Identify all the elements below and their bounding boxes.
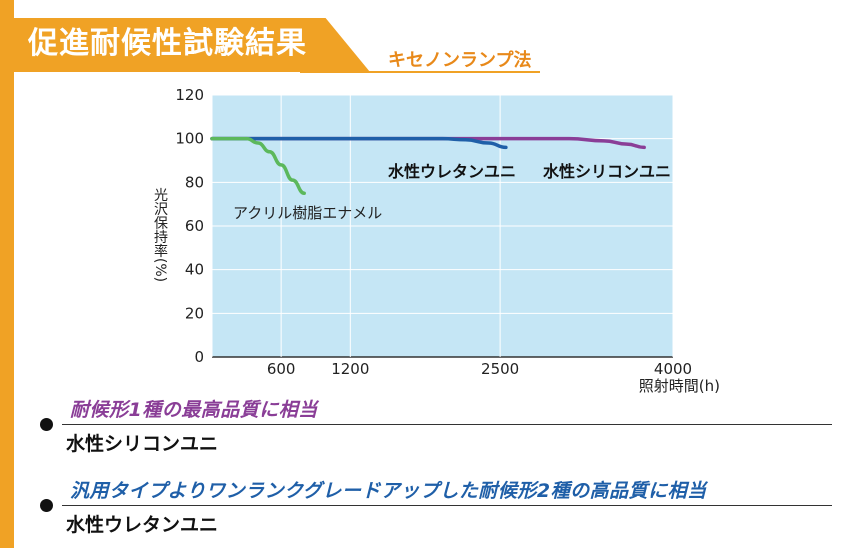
bullet-urethane: [40, 499, 53, 512]
y-tick-label-0: 0: [194, 348, 204, 366]
product-urethane: 水性ウレタンユニ: [66, 514, 219, 536]
x-axis-ticks: 600 1200 2500 4000: [267, 360, 692, 378]
bullet-silicone: [40, 418, 53, 431]
left-accent-bar: [0, 0, 14, 548]
y-tick-label-100: 100: [175, 130, 204, 148]
series-label-acrylic: アクリル樹脂エナメル: [233, 204, 382, 222]
feature-silicone: 耐候形1種の最高品質に相当: [70, 399, 318, 421]
y-tick-label-40: 40: [185, 261, 204, 279]
page-subtitle: キセノンランプ法: [388, 50, 532, 71]
y-tick-label-20: 20: [185, 304, 204, 322]
divider-silicone: [62, 424, 832, 425]
x-axis-label: 照射時間(h): [639, 377, 720, 395]
feature-urethane: 汎用タイプよりワンランクグレードアップした耐候形2種の高品質に相当: [70, 480, 707, 502]
x-tick-label-600: 600: [267, 360, 296, 378]
x-tick-label-4000: 4000: [654, 360, 692, 378]
divider-urethane: [62, 505, 832, 506]
x-tick-label-1200: 1200: [331, 360, 369, 378]
y-tick-label-80: 80: [185, 173, 204, 191]
series-lines: [210, 136, 646, 195]
series-line-acrylic: [210, 136, 306, 195]
x-tick-label-2500: 2500: [481, 360, 519, 378]
title-underline: [300, 71, 540, 73]
page-title: 促進耐候性試験結果: [28, 26, 307, 61]
product-silicone: 水性シリコンユニ: [66, 433, 219, 455]
series-line-urethane: [210, 136, 508, 150]
title-banner: [0, 18, 370, 72]
y-axis-ticks: 0 20 40 60 80 100 120: [175, 86, 204, 366]
series-label-silicone: 水性シリコンユニ: [543, 162, 671, 181]
y-tick-label-120: 120: [175, 86, 204, 104]
y-axis-label: 光沢保持率(%): [152, 188, 168, 282]
y-tick-label-60: 60: [185, 217, 204, 235]
series-label-urethane: 水性ウレタンユニ: [388, 162, 516, 181]
